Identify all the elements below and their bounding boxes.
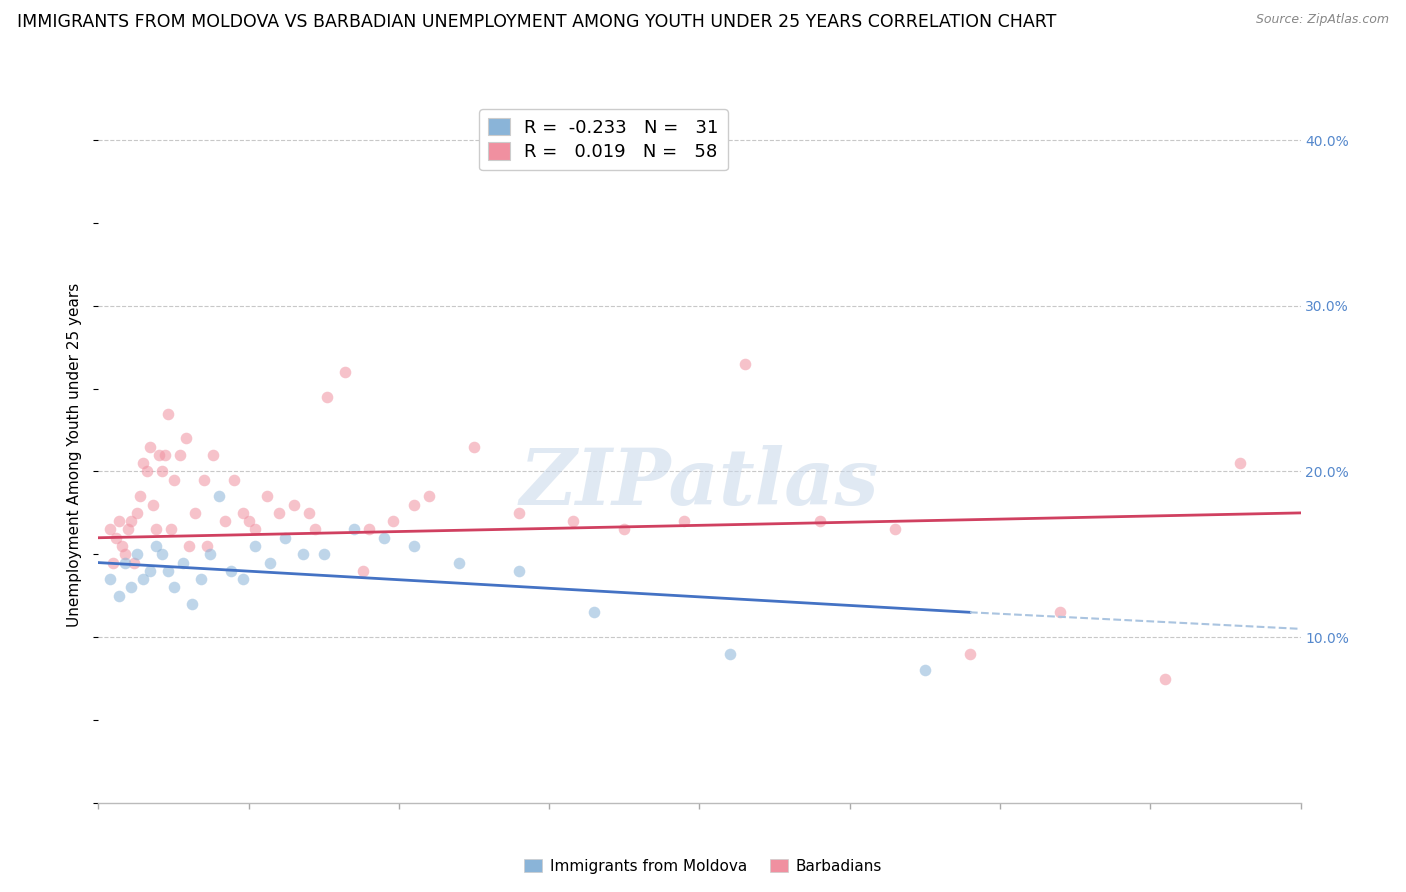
Point <box>141 498 163 512</box>
Point <box>156 407 179 421</box>
Point <box>195 539 218 553</box>
Text: Source: ZipAtlas.com: Source: ZipAtlas.com <box>1256 13 1389 27</box>
Point <box>108 514 131 528</box>
Point <box>402 539 425 553</box>
Point <box>148 448 170 462</box>
Text: IMMIGRANTS FROM MOLDOVA VS BARBADIAN UNEMPLOYMENT AMONG YOUTH UNDER 25 YEARS COR: IMMIGRANTS FROM MOLDOVA VS BARBADIAN UNE… <box>17 13 1056 31</box>
Point <box>734 357 756 371</box>
Point <box>333 365 356 379</box>
Point <box>169 448 191 462</box>
Point <box>198 547 221 561</box>
Point <box>214 514 236 528</box>
Point <box>343 523 366 537</box>
Point <box>162 473 184 487</box>
Point <box>174 431 197 445</box>
Point <box>381 514 404 528</box>
Point <box>103 556 125 570</box>
Point <box>232 572 254 586</box>
Point <box>117 523 139 537</box>
Point <box>208 489 231 503</box>
Point <box>132 456 155 470</box>
Point <box>222 473 245 487</box>
Point <box>1049 605 1071 619</box>
Point <box>219 564 242 578</box>
Point <box>193 473 215 487</box>
Point <box>562 514 585 528</box>
Text: ZIPatlas: ZIPatlas <box>520 444 879 521</box>
Point <box>259 556 281 570</box>
Point <box>613 523 636 537</box>
Point <box>1154 672 1177 686</box>
Point <box>201 448 224 462</box>
Point <box>159 523 181 537</box>
Point <box>183 506 205 520</box>
Legend: Immigrants from Moldova, Barbadians: Immigrants from Moldova, Barbadians <box>517 853 889 880</box>
Point <box>121 581 143 595</box>
Point <box>283 498 305 512</box>
Point <box>256 489 278 503</box>
Point <box>129 489 152 503</box>
Point <box>111 539 134 553</box>
Point <box>357 523 380 537</box>
Point <box>508 564 530 578</box>
Point <box>304 523 326 537</box>
Point <box>100 523 122 537</box>
Point <box>114 547 136 561</box>
Point <box>162 581 184 595</box>
Point <box>100 572 122 586</box>
Point <box>180 597 202 611</box>
Point <box>315 390 337 404</box>
Point <box>232 506 254 520</box>
Point <box>132 572 155 586</box>
Point <box>959 647 981 661</box>
Point <box>190 572 212 586</box>
Point <box>373 531 395 545</box>
Point <box>402 498 425 512</box>
Point <box>127 506 149 520</box>
Point <box>177 539 200 553</box>
Point <box>138 440 160 454</box>
Point <box>145 523 167 537</box>
Point <box>808 514 831 528</box>
Point <box>914 663 936 677</box>
Point <box>274 531 297 545</box>
Point <box>105 531 128 545</box>
Point <box>291 547 314 561</box>
Point <box>150 465 173 479</box>
Point <box>145 539 167 553</box>
Point <box>463 440 485 454</box>
Point <box>718 647 741 661</box>
Point <box>267 506 290 520</box>
Point <box>153 448 176 462</box>
Point <box>172 556 194 570</box>
Legend: R =  -0.233   N =   31, R =   0.019   N =   58: R = -0.233 N = 31, R = 0.019 N = 58 <box>479 109 727 170</box>
Point <box>124 556 146 570</box>
Point <box>673 514 696 528</box>
Point <box>508 506 530 520</box>
Point <box>243 539 266 553</box>
Point <box>108 589 131 603</box>
Point <box>583 605 606 619</box>
Point <box>1229 456 1251 470</box>
Y-axis label: Unemployment Among Youth under 25 years: Unemployment Among Youth under 25 years <box>67 283 83 627</box>
Point <box>156 564 179 578</box>
Point <box>418 489 440 503</box>
Point <box>121 514 143 528</box>
Point <box>150 547 173 561</box>
Point <box>312 547 335 561</box>
Point <box>127 547 149 561</box>
Point <box>114 556 136 570</box>
Point <box>883 523 905 537</box>
Point <box>447 556 470 570</box>
Point <box>352 564 374 578</box>
Point <box>138 564 160 578</box>
Point <box>298 506 321 520</box>
Point <box>135 465 157 479</box>
Point <box>238 514 260 528</box>
Point <box>243 523 266 537</box>
